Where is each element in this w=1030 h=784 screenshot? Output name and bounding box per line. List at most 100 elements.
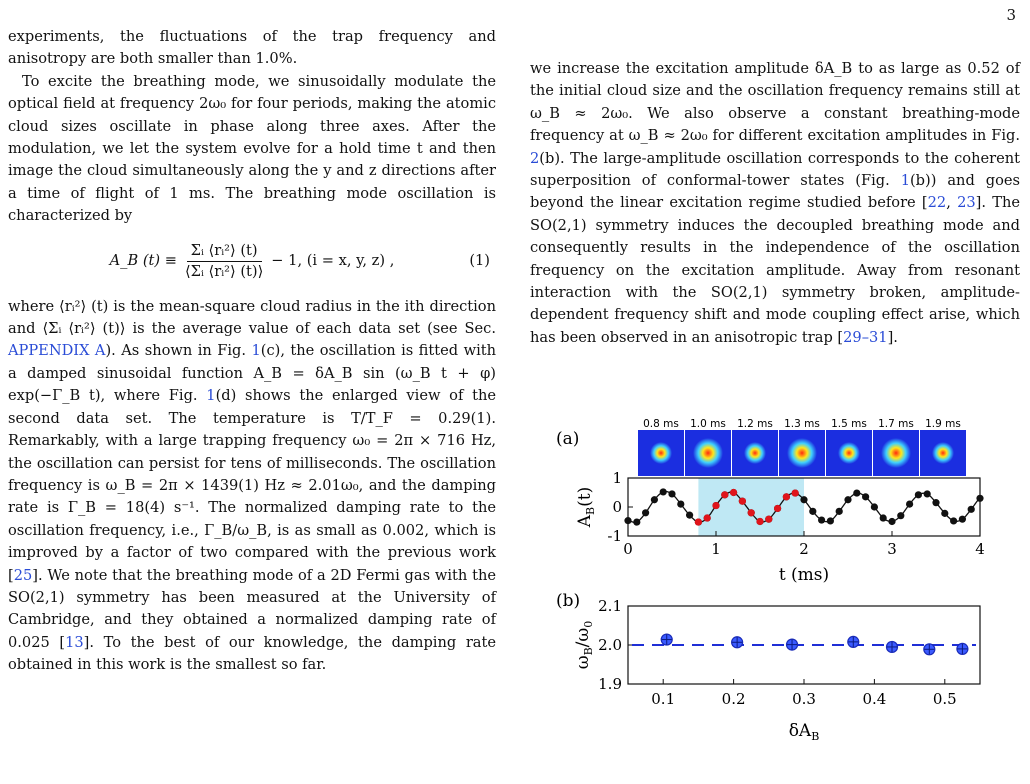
reference-link[interactable]: 25 (13, 566, 33, 584)
panel-label-a: (a) (556, 429, 579, 449)
equation-number: (1) (469, 251, 490, 269)
x-tick-label-a: 4 (975, 540, 985, 558)
image-time-label: 1.7 ms (878, 418, 914, 430)
x-tick-label-a: 0 (623, 540, 633, 558)
x-tick-label-b: 0.5 (933, 690, 957, 708)
text-segment: (c), the oscillation is fitted with a da… (8, 342, 496, 405)
data-point-a (862, 493, 870, 501)
y-axis-label-sub: B (584, 507, 597, 515)
equation-numerator: Σᵢ ⟨rᵢ²⟩ (t) (186, 242, 262, 263)
data-point-a (870, 503, 878, 511)
cloud-image-blob (744, 442, 766, 464)
y-axis-label-tail: (t) (575, 487, 595, 507)
highlight-point-a (712, 501, 720, 510)
panel-b: (b) 0.1 0.2 0.3 0.4 0.5 1.9 2.0 2.1ωB/ω0 δAB (556, 591, 981, 743)
text-segment: , (946, 194, 958, 212)
figure-link[interactable]: 2 (530, 149, 540, 167)
data-point-a (906, 500, 914, 508)
data-point-a (853, 489, 861, 497)
highlight-point-a (703, 514, 711, 522)
data-point-a (879, 514, 887, 522)
cloud-image-blob (693, 438, 723, 468)
right-column: we increase the excitation amplitude δA_… (530, 58, 1020, 349)
highlight-point-a (738, 497, 746, 505)
text-segment: we increase the excitation amplitude δA_… (530, 60, 1020, 145)
reference-link[interactable]: 23 (957, 194, 976, 212)
image-time-label: 1.0 ms (690, 418, 726, 430)
x-axis-label-b: δAB (789, 721, 820, 743)
data-point-a (941, 509, 949, 517)
paragraph-3: where ⟨rᵢ²⟩ (t) is the mean-square cloud… (8, 296, 496, 677)
text-segment: ]. To the best of our knowledge, the dam… (8, 633, 496, 674)
y-tick-label-b: 2.1 (598, 597, 622, 615)
panel-a: (a) 0.8 ms 1.0 ms 1.2 ms 1.3 ms 1.5 ms 1.7 ms 1… (556, 418, 985, 585)
text-segment: (b). The large-amplitude oscillation cor… (530, 149, 1020, 190)
cloud-image-blob (881, 438, 911, 468)
highlight-point-a (694, 518, 702, 526)
y-tick-label-b: 1.9 (598, 675, 622, 693)
data-point-a (686, 511, 694, 519)
data-point-a (976, 494, 984, 502)
left-column: experiments, the fluctuations of the tra… (8, 26, 496, 677)
image-time-label: 1.5 ms (831, 418, 867, 430)
cloud-image-blob (650, 442, 672, 464)
x-tick-label-b: 0.2 (722, 690, 746, 708)
highlight-point-a (730, 488, 738, 497)
x-tick-label-a: 1 (711, 540, 721, 558)
text-segment: where ⟨rᵢ²⟩ (t) is the mean-square cloud… (8, 297, 496, 338)
data-point-a (650, 496, 658, 504)
page-number: 3 (1006, 6, 1016, 24)
data-point-a (958, 515, 966, 523)
image-time-label: 1.2 ms (737, 418, 773, 430)
data-point-a (967, 505, 975, 513)
figure-svg: (a) 0.8 ms 1.0 ms 1.2 ms 1.3 ms 1.5 ms 1.7 ms 1… (556, 418, 985, 743)
data-point-a (826, 517, 834, 525)
text-segment: ]. (887, 328, 898, 346)
figure-link[interactable]: 1 (900, 172, 910, 190)
figure-2: (a) 0.8 ms 1.0 ms 1.2 ms 1.3 ms 1.5 ms 1.7 ms 1… (548, 400, 1018, 780)
x-axis-label-a: t (ms) (779, 565, 829, 585)
y-axis-label-b: ωB/ω0 (573, 621, 595, 670)
data-point-a (642, 509, 650, 517)
figure-link[interactable]: 1 (206, 387, 216, 405)
cloud-image-blob (932, 442, 954, 464)
image-time-label: 1.9 ms (925, 418, 961, 430)
y-tick-label-a: 0 (612, 498, 622, 516)
y-axis-label-tail: /ω (573, 628, 593, 648)
equation-lhs: A_B (t) ≡ (109, 252, 177, 270)
highlight-point-a (791, 489, 799, 497)
text-segment: (d) shows the enlarged view of the secon… (8, 387, 496, 584)
figure-link[interactable]: 1 (251, 342, 261, 360)
image-time-label: 1.3 ms (784, 418, 820, 430)
image-time-label: 0.8 ms (643, 418, 679, 430)
y-tick-label-b: 2.0 (598, 636, 622, 654)
reference-link[interactable]: 13 (65, 633, 84, 651)
data-point-a (950, 517, 958, 525)
text-segment: ]. The SO(2,1) symmetry induces the deco… (530, 194, 1020, 346)
x-tick-label-a: 3 (887, 540, 897, 558)
data-point-a (659, 488, 667, 496)
x-tick-label-a: 2 (799, 540, 809, 558)
data-point-a (888, 517, 896, 526)
reference-link[interactable]: 22 (927, 194, 947, 212)
data-point-a (800, 496, 808, 504)
reference-link[interactable]: 29–31 (843, 328, 888, 346)
data-point-a (897, 512, 905, 520)
data-point-a (809, 507, 817, 515)
data-point-a (932, 499, 940, 507)
data-point-a (914, 491, 922, 499)
y-tick-label-a: 1 (612, 469, 622, 487)
highlight-point-a (721, 491, 729, 499)
y-axis-label-sub: B (582, 647, 595, 655)
text-segment: (b)) and goes beyond the linear excitati… (530, 172, 1020, 212)
text-segment: ]. We note that the breathing mode of a … (8, 566, 496, 651)
data-point-a (677, 500, 685, 508)
x-tick-label-b: 0.1 (651, 690, 675, 708)
panel-label-b: (b) (556, 591, 580, 611)
equation-1: A_B (t) ≡ Σᵢ ⟨rᵢ²⟩ (t) ⟨Σᵢ ⟨rᵢ²⟩ (t)⟩ − … (8, 232, 496, 292)
paragraph-4: we increase the excitation amplitude δA_… (530, 58, 1020, 349)
data-point-a (923, 490, 931, 498)
appendix-link[interactable]: APPENDIX A (8, 342, 106, 360)
cloud-image-blob (787, 438, 817, 468)
text-segment: ). As shown in Fig. (105, 342, 247, 360)
